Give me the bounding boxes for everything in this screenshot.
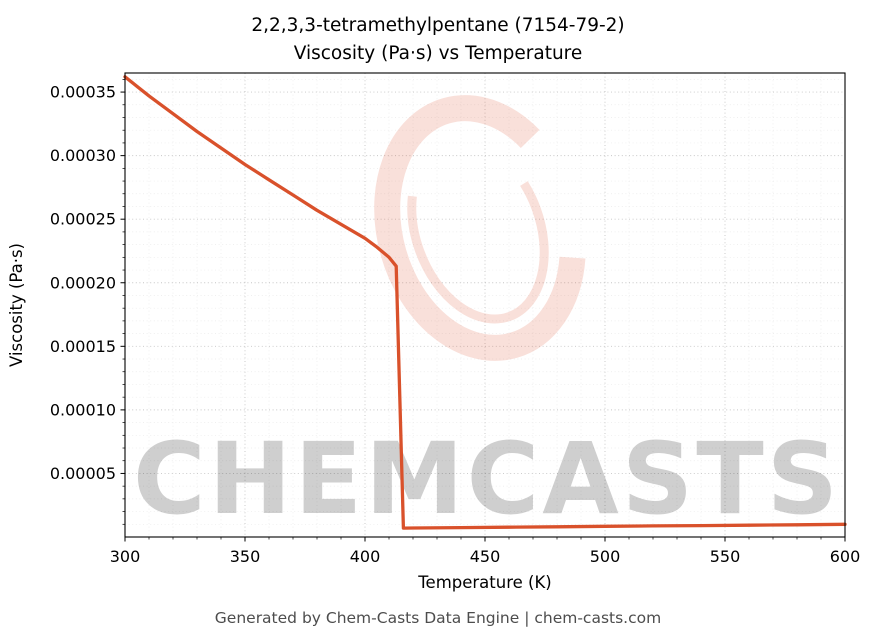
watermark-text: CHEMCASTS (133, 422, 841, 537)
y-tick-label: 0.00010 (50, 400, 116, 419)
y-tick-label: 0.00035 (50, 83, 116, 102)
x-tick-label: 400 (350, 547, 381, 566)
x-tick-label: 500 (590, 547, 621, 566)
x-tick-label: 550 (710, 547, 741, 566)
watermark-layer: CHEMCASTS (133, 95, 841, 537)
chart-title-line2: Viscosity (Pa·s) vs Temperature (294, 43, 583, 64)
series-line-viscosity (123, 75, 847, 530)
grid-layer (124, 73, 846, 537)
x-tick-label: 600 (830, 547, 861, 566)
y-tick-label: 0.00015 (50, 337, 116, 356)
axis-layer: 300 350 400 450 500 550 600 0.00005 0.00010 0.000… (50, 72, 861, 566)
x-axis-label: Temperature (K) (417, 573, 551, 592)
y-tick-label: 0.00025 (50, 210, 116, 229)
x-tick-label: 450 (470, 547, 501, 566)
plot-frame (124, 72, 846, 538)
x-tick-label: 300 (110, 547, 141, 566)
y-tick-label: 0.00020 (50, 273, 116, 292)
series-layer (123, 75, 847, 530)
y-axis-label: Viscosity (Pa·s) (7, 243, 26, 367)
y-tick-label: 0.00005 (50, 464, 116, 483)
footer-credit: Generated by Chem-Casts Data Engine | ch… (215, 609, 661, 627)
y-tick-label: 0.00030 (50, 146, 116, 165)
watermark-ring-inner-icon (407, 136, 549, 324)
x-tick-label: 350 (230, 547, 261, 566)
chart-title-line1: 2,2,3,3-tetramethylpentane (7154-79-2) (251, 15, 624, 36)
watermark-ring-swirl-icon (374, 95, 586, 361)
